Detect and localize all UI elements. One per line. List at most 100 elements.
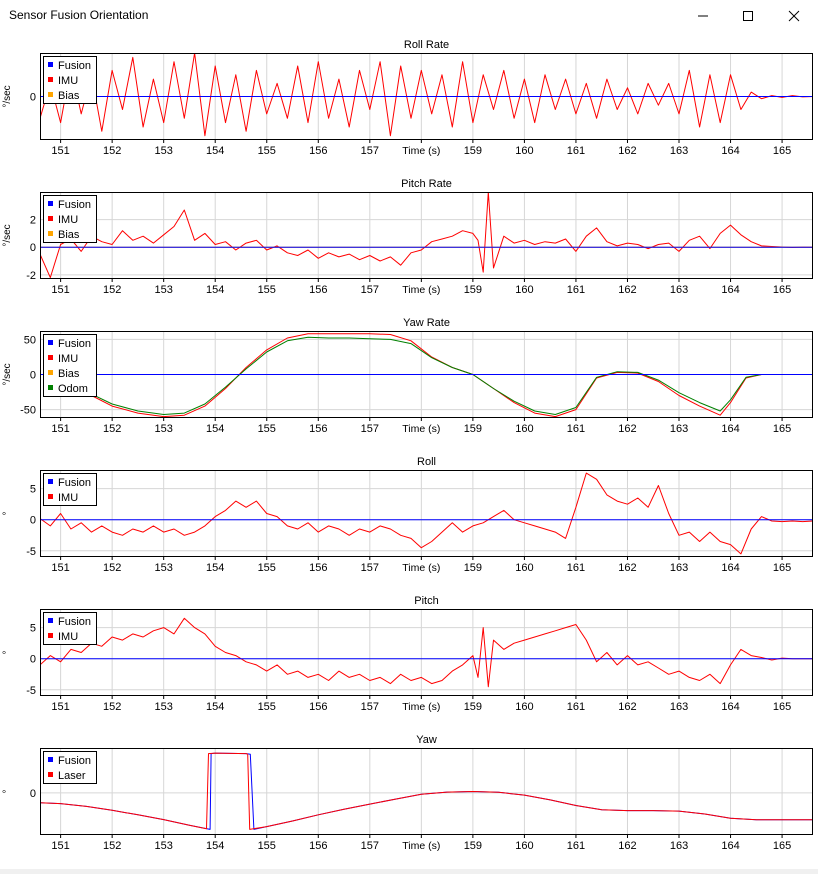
x-tick-label: 155 <box>258 284 276 296</box>
chart-title: Roll <box>417 456 436 468</box>
chart-title: Roll Rate <box>404 39 449 51</box>
x-tick-label: 164 <box>721 423 739 435</box>
x-tick-label: 155 <box>258 562 276 574</box>
close-button[interactable] <box>771 0 817 31</box>
plot-border <box>40 192 813 279</box>
legend-entry: IMU <box>58 353 78 365</box>
y-axis-label: ° <box>2 790 13 794</box>
legend-entry: Fusion <box>58 60 91 72</box>
x-tick-label: 161 <box>567 145 585 157</box>
series-group <box>40 472 813 555</box>
legend-swatch <box>48 633 53 638</box>
window-title: Sensor Fusion Orientation <box>9 8 149 22</box>
x-tick-label: 159 <box>464 423 482 435</box>
y-tick-label: 50 <box>24 334 36 346</box>
plot-area <box>40 748 813 835</box>
legend-swatch <box>48 77 53 82</box>
x-tick-label: 163 <box>670 701 688 713</box>
maximize-button[interactable] <box>725 0 771 31</box>
x-tick-label: 161 <box>567 284 585 296</box>
series-line-imu <box>40 472 813 555</box>
series-group <box>40 192 813 279</box>
y-tick-label: -50 <box>20 405 36 417</box>
y-tick-label: -2 <box>26 270 36 282</box>
x-tick-label: 163 <box>670 145 688 157</box>
x-tick-label: 154 <box>206 562 224 574</box>
x-tick-label: 152 <box>103 562 121 574</box>
x-tick-label: 156 <box>309 701 327 713</box>
x-tick-label: 160 <box>515 701 533 713</box>
x-tick-label: 154 <box>206 840 224 852</box>
series-group <box>40 752 813 830</box>
x-tick-label: 153 <box>155 145 173 157</box>
x-axis-label: Time (s) <box>402 284 440 296</box>
legend-swatch <box>48 772 53 777</box>
x-tick-label: 163 <box>670 284 688 296</box>
x-tick-label: 159 <box>464 840 482 852</box>
x-tick-label: 153 <box>155 701 173 713</box>
x-tick-label: 159 <box>464 284 482 296</box>
legend-entry: IMU <box>58 631 78 643</box>
x-tick-label: 157 <box>361 284 379 296</box>
x-tick-label: 156 <box>309 284 327 296</box>
chart-3: Roll 151 152 153 154 155 156 157 159 160 161 162 163… <box>2 456 813 574</box>
x-tick-label: 152 <box>103 145 121 157</box>
x-tick-label: 157 <box>361 145 379 157</box>
legend-swatch <box>48 370 53 375</box>
legend-swatch <box>48 340 53 345</box>
legend-entry: Fusion <box>58 199 91 211</box>
legend-swatch <box>48 479 53 484</box>
x-tick-label: 155 <box>258 840 276 852</box>
x-tick-label: 162 <box>618 701 636 713</box>
x-axis-label: Time (s) <box>402 562 440 574</box>
x-tick-label: 151 <box>51 284 69 296</box>
legend-box <box>43 751 97 784</box>
x-tick-label: 153 <box>155 562 173 574</box>
legend-entry: Fusion <box>58 477 91 489</box>
series-line-imu <box>40 617 813 688</box>
x-tick-label: 163 <box>670 840 688 852</box>
x-tick-label: 165 <box>773 840 791 852</box>
legend-swatch <box>48 92 53 97</box>
legend-entry: IMU <box>58 75 78 87</box>
legend-entry: Fusion <box>58 616 91 628</box>
chart-5: Yaw 151 152 153 154 155 156 157 159 160 161 162 163 1… <box>2 734 813 852</box>
legend-entry: Fusion <box>58 338 91 350</box>
y-tick-label: 5 <box>30 484 36 496</box>
x-tick-label: 164 <box>721 701 739 713</box>
legend-box <box>43 612 97 645</box>
y-axis-label: °/sec <box>2 85 13 107</box>
chart-1: Pitch Rate 151 152 153 154 155 156 157 159 160 161… <box>2 178 813 296</box>
legend-entry: Bias <box>58 229 80 241</box>
x-tick-label: 153 <box>155 423 173 435</box>
legend-swatch <box>48 216 53 221</box>
chart-title: Pitch <box>414 595 438 607</box>
title-bar[interactable]: Sensor Fusion Orientation <box>0 0 818 31</box>
chart-title: Yaw Rate <box>403 317 450 329</box>
x-tick-label: 154 <box>206 145 224 157</box>
x-tick-label: 156 <box>309 840 327 852</box>
legend-swatch <box>48 355 53 360</box>
charts-area: Roll Rate 151 152 153 154 155 156 157 159 160 161 1… <box>0 31 818 869</box>
x-tick-label: 161 <box>567 701 585 713</box>
x-tick-label: 165 <box>773 562 791 574</box>
x-tick-label: 160 <box>515 284 533 296</box>
x-tick-label: 162 <box>618 840 636 852</box>
minimize-button[interactable] <box>680 0 726 31</box>
x-tick-label: 163 <box>670 562 688 574</box>
x-tick-label: 164 <box>721 840 739 852</box>
chart-4: Pitch 151 152 153 154 155 156 157 159 160 161 162 16… <box>2 595 813 713</box>
series-line-imu <box>40 53 813 137</box>
legend-swatch <box>48 618 53 623</box>
y-tick-label: 0 <box>30 788 36 800</box>
x-axis-label: Time (s) <box>402 701 440 713</box>
x-tick-label: 161 <box>567 423 585 435</box>
y-tick-label: 0 <box>30 370 36 382</box>
x-tick-label: 156 <box>309 562 327 574</box>
x-tick-label: 153 <box>155 840 173 852</box>
series-group <box>40 333 813 418</box>
x-tick-label: 160 <box>515 145 533 157</box>
x-tick-label: 165 <box>773 423 791 435</box>
legend-swatch <box>48 494 53 499</box>
x-tick-label: 162 <box>618 145 636 157</box>
